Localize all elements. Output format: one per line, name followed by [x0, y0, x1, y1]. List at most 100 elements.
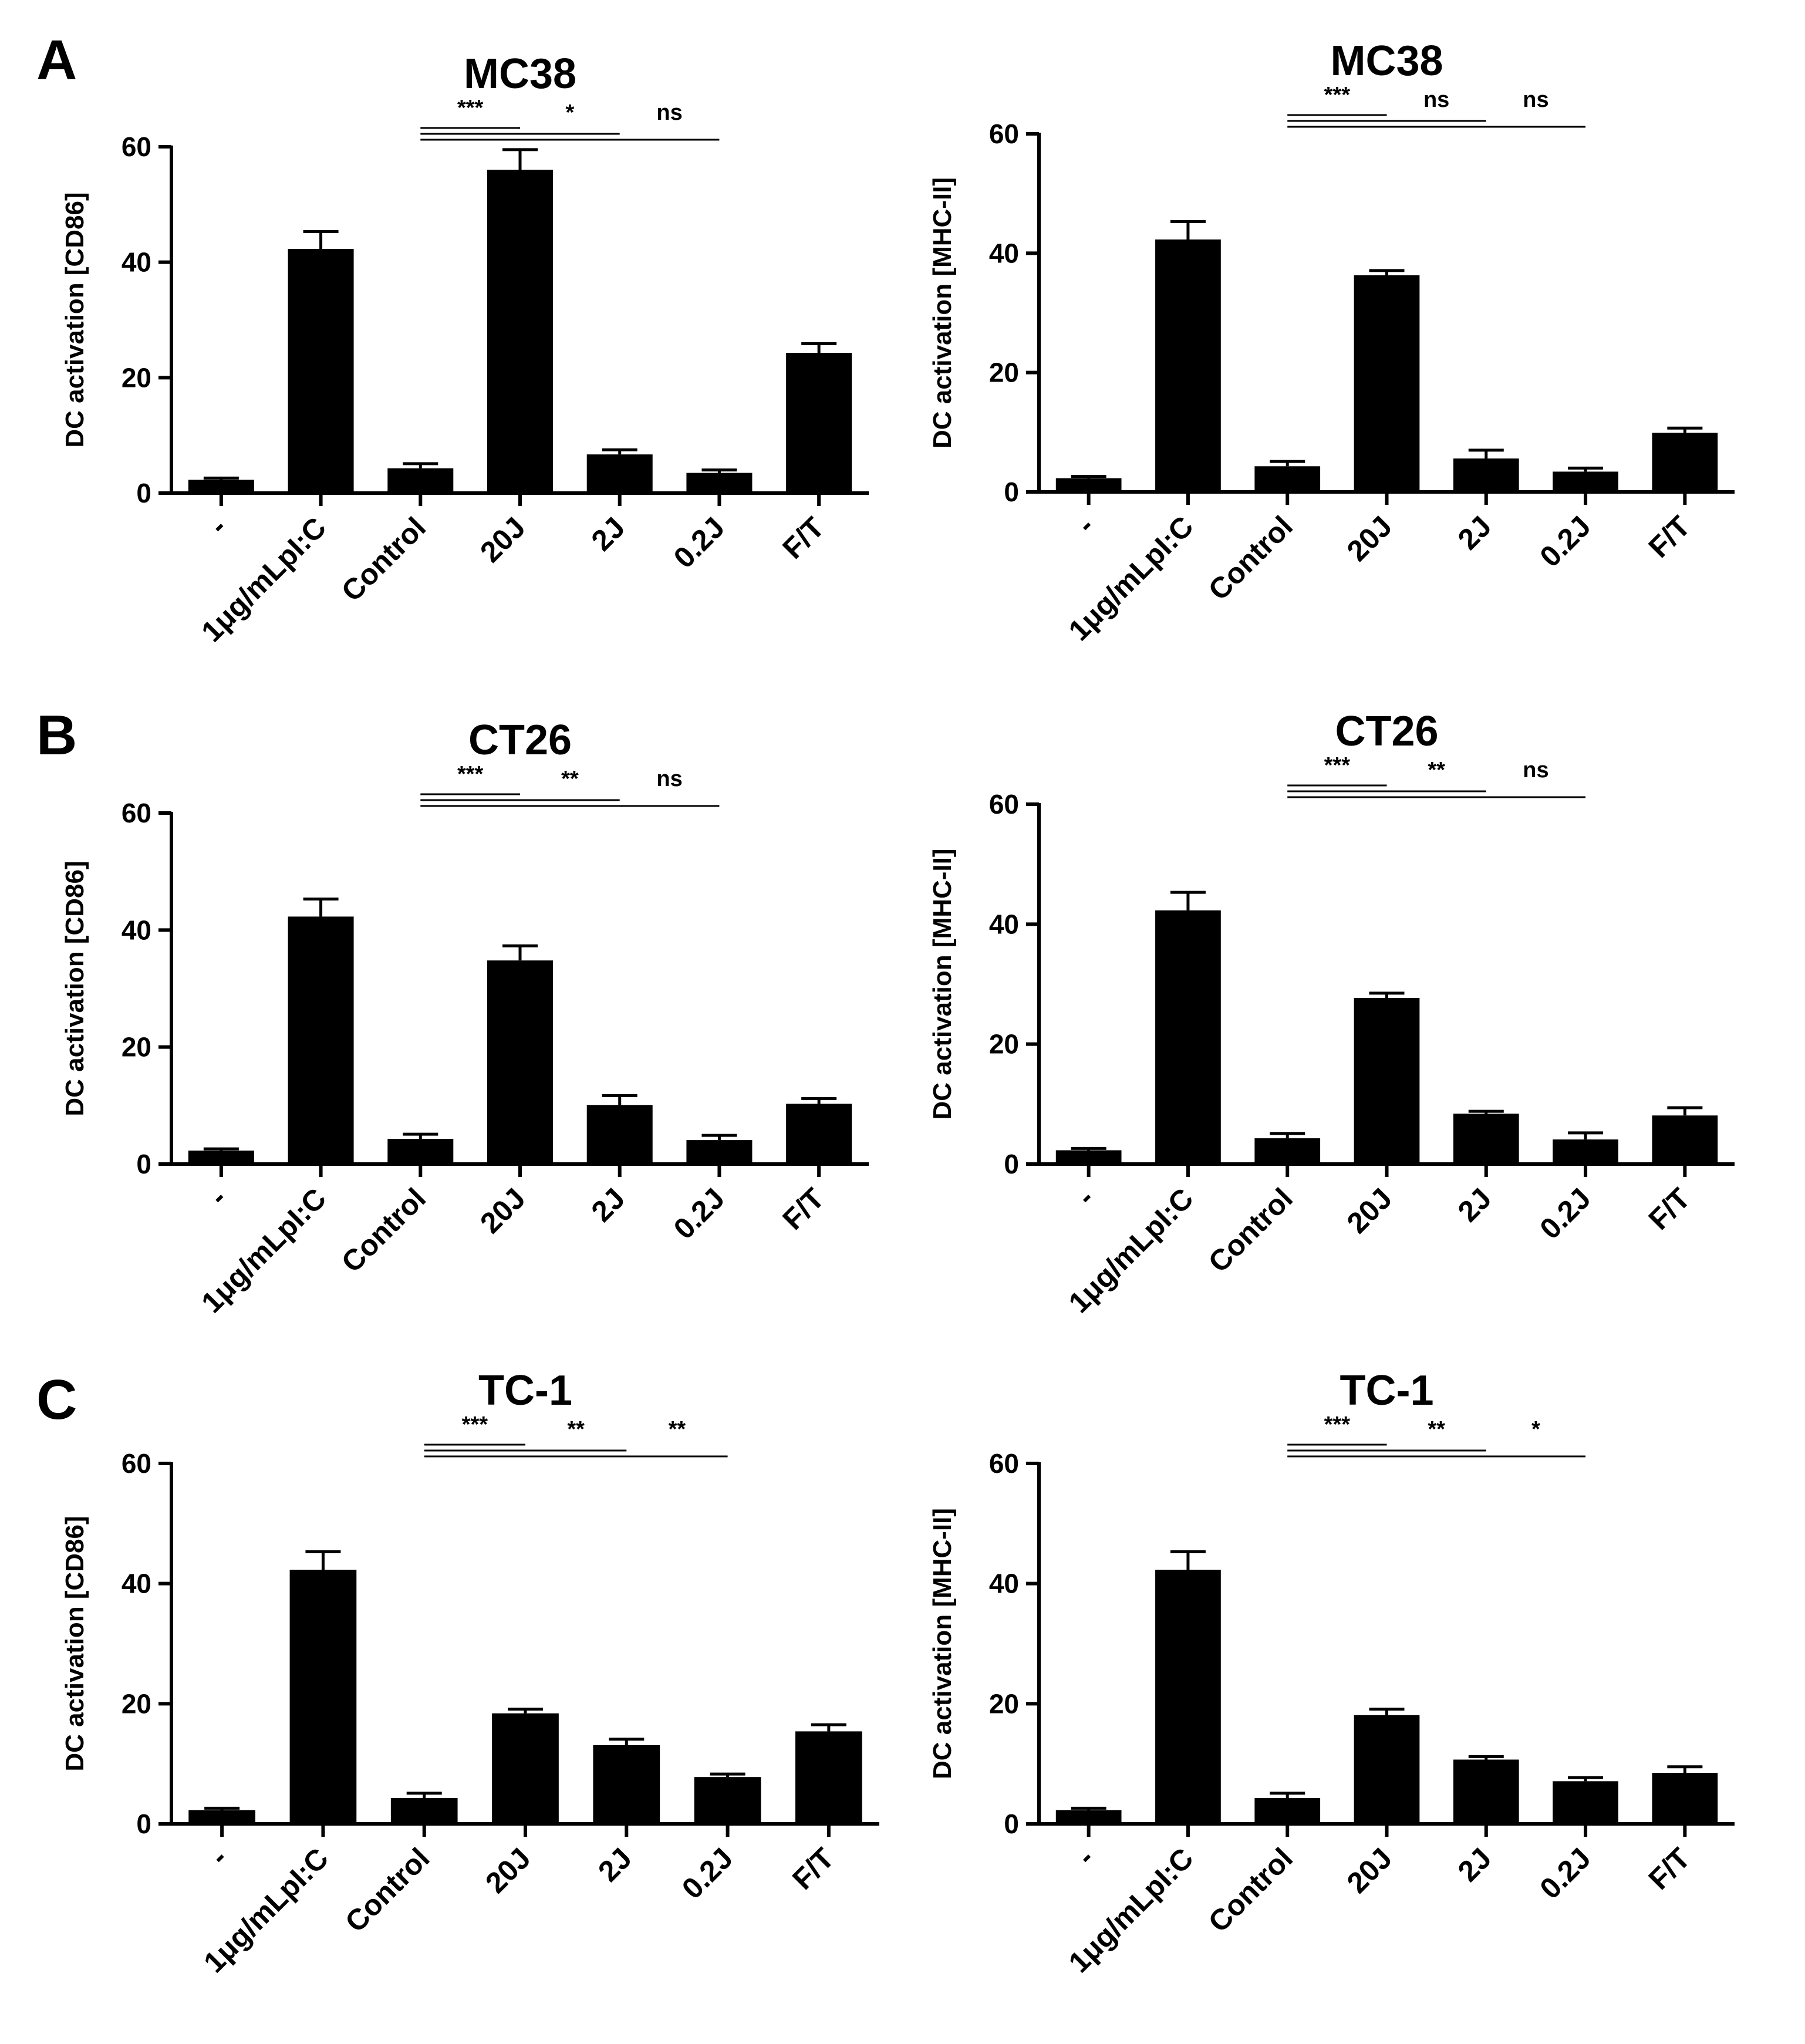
panel-letter-c: C: [36, 1368, 77, 1431]
significance-label: *: [1531, 1417, 1540, 1442]
y-axis-label: DC activation [CD86]: [60, 1516, 89, 1771]
y-axis-label: DC activation [MHC-II]: [928, 1508, 957, 1779]
bar: [390, 1797, 458, 1824]
y-tick-label: 0: [1004, 1149, 1019, 1179]
y-axis-label: DC activation [MHC-II]: [928, 177, 957, 448]
y-tick-label: 60: [122, 1448, 151, 1479]
chart-title: TC-1: [1340, 1367, 1434, 1414]
bar: [1453, 1114, 1519, 1164]
bar: [1553, 471, 1618, 492]
bar: [1254, 466, 1321, 492]
y-tick-label: 20: [989, 1688, 1019, 1719]
significance-label: ***: [462, 1412, 488, 1437]
bar: [492, 1713, 559, 1824]
y-axis-label: DC activation [CD86]: [60, 861, 89, 1116]
bar: [288, 249, 354, 493]
y-tick-label: 40: [122, 1569, 151, 1599]
significance-label: ***: [457, 762, 484, 787]
bar: [1354, 275, 1420, 492]
y-tick-label: 60: [989, 1448, 1019, 1479]
bar: [586, 1105, 653, 1164]
bar: [586, 454, 653, 493]
bar: [487, 960, 554, 1164]
y-tick-label: 0: [1004, 1809, 1019, 1839]
y-tick-label: 60: [989, 789, 1019, 819]
bar: [188, 480, 254, 493]
bar: [1155, 910, 1221, 1164]
y-tick-label: 0: [1004, 477, 1019, 507]
y-tick-label: 40: [989, 909, 1019, 939]
chart-title: CT26: [1335, 708, 1438, 755]
bar: [1553, 1139, 1618, 1164]
chart-title: TC-1: [478, 1367, 572, 1414]
significance-label: ***: [1324, 83, 1351, 107]
y-tick-label: 60: [989, 119, 1019, 149]
y-tick-label: 0: [136, 1149, 151, 1179]
bar: [1055, 1150, 1122, 1164]
y-tick-label: 40: [122, 247, 151, 278]
bar: [188, 1151, 254, 1164]
significance-label: ns: [1523, 87, 1548, 112]
y-tick-label: 20: [122, 1688, 151, 1719]
significance-label: ns: [656, 100, 682, 125]
bar: [686, 473, 753, 493]
significance-label: **: [567, 1417, 585, 1442]
significance-label: *: [565, 100, 574, 125]
bar: [1055, 478, 1122, 492]
y-tick-label: 40: [989, 1569, 1019, 1599]
bar: [694, 1777, 761, 1824]
bar: [1055, 1810, 1122, 1824]
bar: [1453, 458, 1519, 492]
y-tick-label: 60: [122, 131, 151, 162]
significance-label: **: [1428, 1417, 1445, 1442]
chart-5: TC-1DC activation [CD86]0204060-1μg/mLpI…: [60, 1367, 879, 1979]
significance-label: **: [561, 767, 579, 791]
bar: [188, 1810, 255, 1824]
panel-letter-b: B: [36, 704, 77, 767]
bar: [786, 1104, 852, 1164]
significance-label: ***: [1324, 753, 1351, 778]
bar: [1354, 1715, 1420, 1824]
bar: [1453, 1759, 1519, 1824]
bar: [1155, 1570, 1221, 1824]
bar: [1553, 1781, 1618, 1824]
y-tick-label: 40: [989, 238, 1019, 268]
significance-label: **: [1428, 758, 1445, 782]
significance-label: ns: [1423, 87, 1449, 112]
y-tick-label: 20: [989, 357, 1019, 388]
y-tick-label: 20: [989, 1029, 1019, 1060]
y-tick-label: 20: [122, 1032, 151, 1063]
significance-label: ns: [1523, 758, 1548, 782]
bar: [786, 353, 852, 493]
y-tick-label: 40: [122, 915, 151, 945]
bar: [288, 916, 354, 1164]
bar: [487, 170, 554, 493]
bar: [387, 468, 454, 493]
y-tick-label: 60: [122, 798, 151, 828]
bar: [795, 1731, 862, 1824]
y-tick-label: 0: [136, 1809, 151, 1839]
bar: [1354, 997, 1420, 1164]
bar: [1652, 1773, 1718, 1824]
bar: [387, 1139, 454, 1164]
bar: [1254, 1138, 1321, 1164]
panel-letter-a: A: [36, 29, 77, 92]
chart-title: MC38: [464, 50, 576, 97]
bar: [593, 1745, 660, 1824]
bar: [1652, 1115, 1718, 1164]
significance-label: ***: [1324, 1412, 1351, 1437]
bar: [1254, 1797, 1321, 1824]
bar: [289, 1570, 357, 1824]
y-axis-label: DC activation [CD86]: [60, 192, 89, 447]
bar: [1155, 239, 1221, 492]
chart-title: MC38: [1330, 38, 1443, 85]
chart-title: CT26: [468, 717, 572, 764]
bar: [686, 1140, 753, 1164]
y-axis-label: DC activation [MHC-II]: [928, 849, 957, 1120]
y-tick-label: 20: [122, 362, 151, 393]
y-tick-label: 0: [136, 478, 151, 508]
significance-label: **: [669, 1417, 686, 1442]
bar: [1652, 433, 1718, 492]
